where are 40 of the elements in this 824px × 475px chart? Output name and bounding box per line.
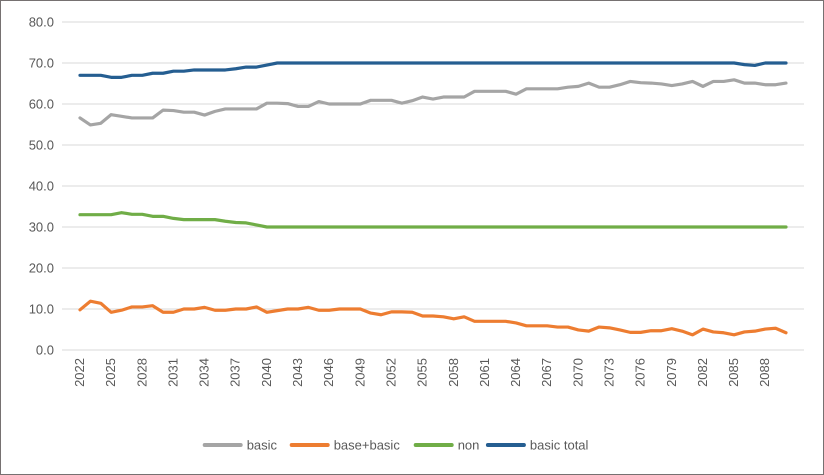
x-tick-label: 2085 [726,358,742,387]
legend-label: non [458,438,480,453]
y-tick-label: 10.0 [28,302,54,317]
y-tick-label: 60.0 [28,96,54,112]
x-tick-label: 2034 [196,358,212,387]
x-tick-label: 2088 [757,358,772,387]
y-tick-label: 50.0 [28,138,54,153]
x-tick-label: 2064 [508,358,524,387]
x-tick-label: 2070 [570,358,586,387]
x-tick-label: 2082 [694,358,710,387]
line-series [78,300,788,336]
x-tick-label: 2037 [228,358,243,387]
line-series [78,61,788,79]
y-tick-label: 30.0 [28,220,54,235]
line-series [78,211,788,229]
x-tick-label: 2031 [165,358,180,387]
line-series [78,78,788,127]
legend-label: base+basic [334,438,400,453]
x-tick-label: 2079 [664,358,679,387]
y-tick-label: 0.0 [36,342,54,358]
legend-label: basic total [530,438,589,453]
x-tick-label: 2046 [321,358,336,387]
x-tick-label: 2028 [134,358,150,387]
x-tick-label: 2061 [476,358,492,387]
x-tick-label: 2022 [72,358,87,387]
x-tick-label: 2055 [414,358,430,387]
y-tick-label: 80.0 [28,14,54,30]
x-tick-label: 2067 [539,358,554,387]
x-tick-label: 2043 [290,358,306,387]
x-tick-label: 2058 [446,358,461,387]
x-tick-label: 2076 [632,358,648,387]
x-tick-label: 2073 [602,358,616,387]
x-tick-label: 2049 [352,358,368,387]
x-tick-label: 2052 [383,358,398,387]
y-tick-label: 20.0 [28,260,54,276]
y-tick-label: 70.0 [28,56,54,71]
x-tick-label: 2040 [258,358,274,387]
legend-label: basic [246,438,278,453]
x-tick-label: 2025 [103,358,118,387]
y-tick-label: 40.0 [28,178,54,194]
